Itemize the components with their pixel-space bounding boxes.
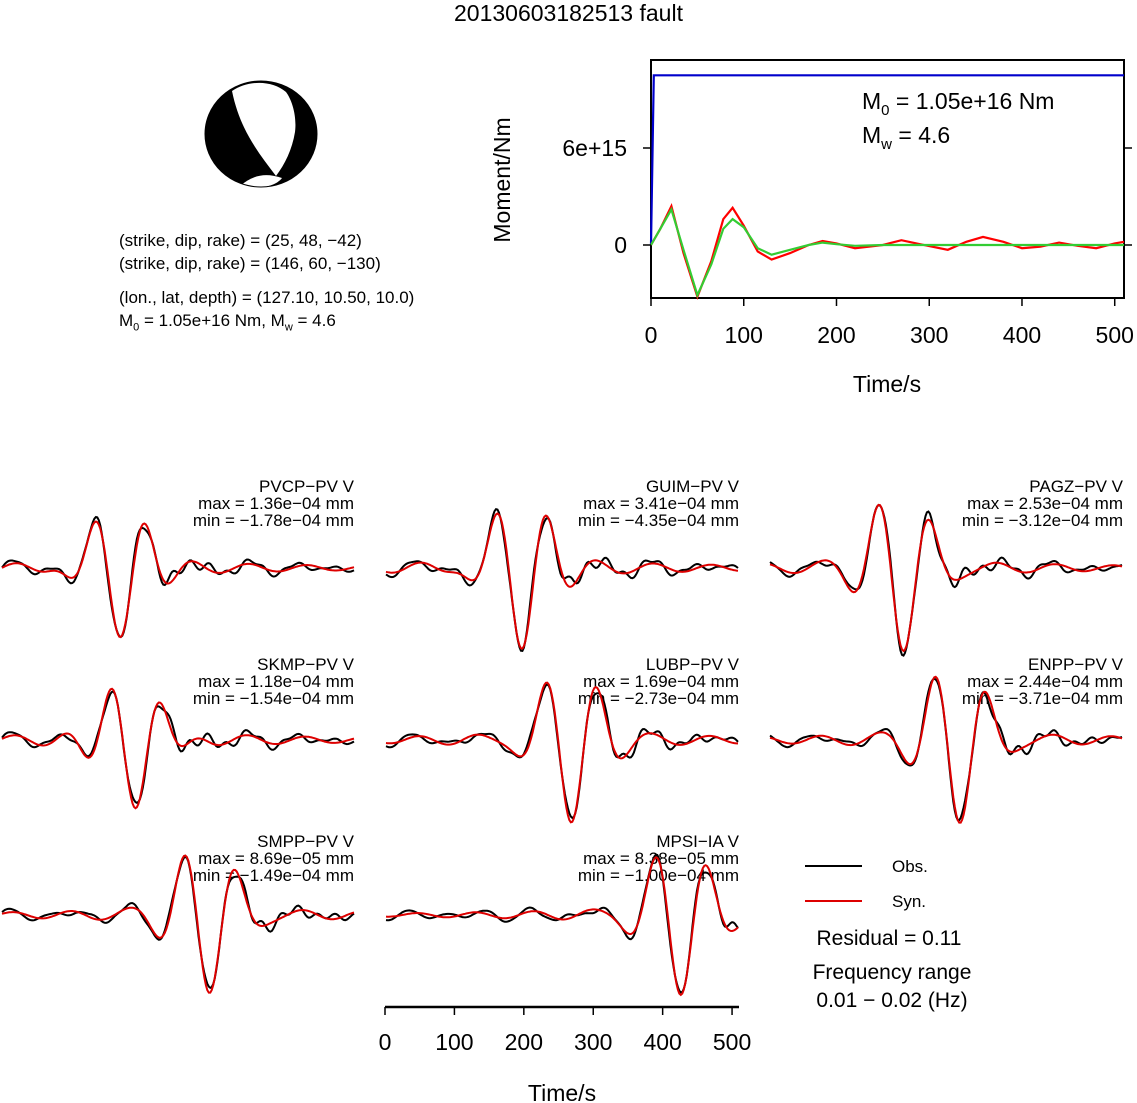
obs-waveform-2 — [769, 503, 1123, 657]
obs-waveform-7 — [385, 853, 739, 994]
residual-label: Residual = 0.11 — [817, 927, 962, 950]
bottom-tick-label-100: 100 — [435, 1029, 473, 1055]
moment-xtick-label-0: 0 — [645, 322, 658, 348]
bottom-tick-label-400: 400 — [643, 1029, 681, 1055]
page-title: 20130603182513 fault — [454, 0, 683, 26]
moment-ytick-label-0: 0 — [614, 232, 627, 258]
bottom-tick-label-300: 300 — [574, 1029, 612, 1055]
moment-series-line-1 — [650, 203, 1125, 300]
bottom-axis-ticks: 0 100 200 300 400 500 — [379, 1007, 751, 1055]
syn-waveform-4 — [385, 681, 739, 824]
waveform-group — [1, 503, 1123, 997]
bottom-xlabel: Time/s — [528, 1080, 596, 1103]
moment-xtick-label-300: 300 — [910, 322, 948, 348]
obs-waveform-4 — [385, 683, 739, 820]
moment-xtick-label-500: 500 — [1096, 322, 1134, 348]
bottom-tick-label-500: 500 — [713, 1029, 751, 1055]
frequency-range-label: Frequency range — [813, 961, 972, 984]
bottom-tick-label-200: 200 — [505, 1029, 543, 1055]
magnitude-info: M0 = 1.05e+16 Nm, Mw = 4.6 — [119, 311, 336, 334]
moment-series-line-2 — [650, 206, 1124, 299]
moment-mw-annotation: Mw = 4.6 — [862, 122, 950, 153]
obs-waveform-1 — [385, 508, 739, 652]
beachball-icon — [204, 80, 318, 188]
syn-waveform-1 — [385, 512, 739, 650]
moment-ylabel: Moment/Nm — [489, 117, 515, 242]
syn-waveform-3 — [1, 687, 355, 810]
focal-plane-2: (strike, dip, rake) = (146, 60, −130) — [119, 254, 381, 273]
moment-xtick-label-400: 400 — [1003, 322, 1041, 348]
moment-m0-annotation: M0 = 1.05e+16 Nm — [862, 88, 1054, 119]
frequency-range-value: 0.01 − 0.02 (Hz) — [816, 989, 967, 1012]
legend-obs-label: Obs. — [892, 857, 928, 876]
moment-xtick-label-200: 200 — [817, 322, 855, 348]
bottom-tick-label-0: 0 — [379, 1029, 392, 1055]
syn-waveform-7 — [385, 856, 739, 997]
moment-xlabel: Time/s — [853, 371, 921, 397]
location-info: (lon., lat, depth) = (127.10, 10.50, 10.… — [119, 288, 415, 307]
syn-waveform-5 — [769, 675, 1123, 824]
focal-plane-1: (strike, dip, rake) = (25, 48, −42) — [119, 231, 362, 250]
moment-series-line-0 — [649, 74, 1124, 246]
obs-waveform-0 — [1, 515, 355, 639]
obs-waveform-5 — [769, 677, 1123, 822]
obs-waveform-3 — [1, 690, 355, 804]
moment-xtick-label-100: 100 — [725, 322, 763, 348]
syn-waveform-6 — [1, 854, 355, 994]
legend-syn-label: Syn. — [892, 892, 926, 911]
syn-waveform-0 — [1, 520, 355, 639]
moment-axis-group: 0 100 200 300 400 500 0 6e+15 — [562, 135, 1134, 348]
syn-waveform-2 — [769, 503, 1123, 653]
waveform-panels: 0 100 200 300 400 500 Time/s Obs. Syn. Residu… — [1, 503, 1123, 1103]
moment-series-group — [649, 74, 1125, 300]
moment-ytick-label-1: 6e+15 — [562, 135, 627, 161]
